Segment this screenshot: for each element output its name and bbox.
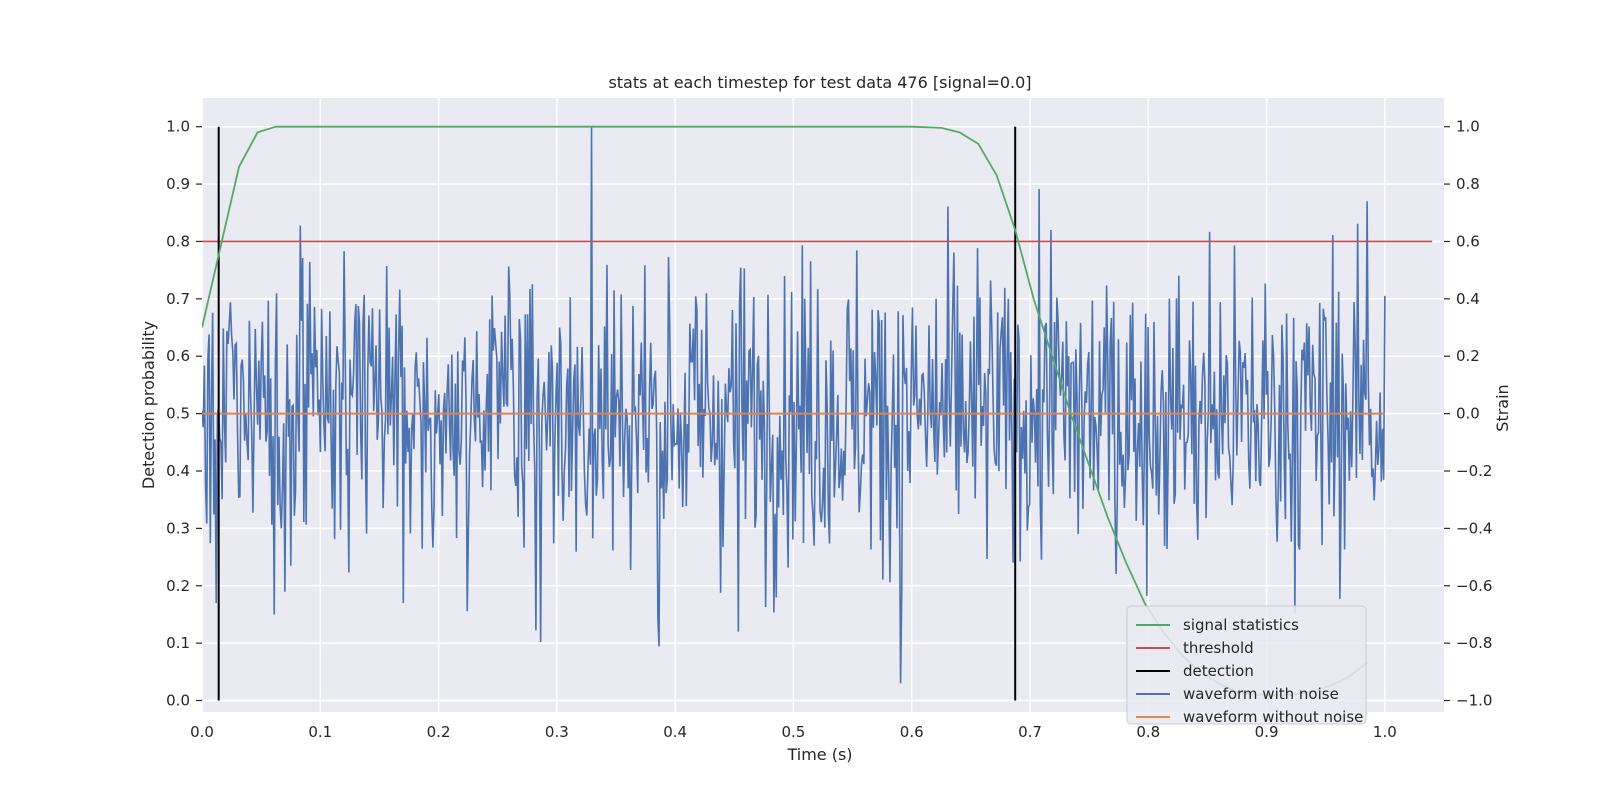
y-tick-label: 0.5 xyxy=(166,405,190,423)
y-tick-label: 0.0 xyxy=(166,692,190,710)
y2-tick-label: 0.8 xyxy=(1456,175,1480,193)
y2-tick-label: 0.6 xyxy=(1456,232,1480,250)
y2-tick-label: 1.0 xyxy=(1456,118,1480,136)
x-tick-label: 0.7 xyxy=(1018,723,1042,741)
y-tick-label: 0.2 xyxy=(166,577,190,595)
x-tick-label: 0.8 xyxy=(1136,723,1160,741)
y2-tick-label: 0.4 xyxy=(1456,290,1480,308)
legend: signal statistics threshold detection wavef… xyxy=(1126,605,1367,726)
x-tick-label: 0.6 xyxy=(900,723,924,741)
y2-tick-label: −0.4 xyxy=(1456,519,1492,537)
x-tick-label: 0.2 xyxy=(427,723,451,741)
y2-tick-label: 0.2 xyxy=(1456,347,1480,365)
y-tick-label: 0.9 xyxy=(166,175,190,193)
x-tick-label: 0.3 xyxy=(545,723,569,741)
x-tick-label: 0.9 xyxy=(1255,723,1279,741)
legend-entry-label: waveform with noise xyxy=(1183,685,1339,703)
y2-tick-label: −0.8 xyxy=(1456,634,1492,652)
x-tick-label: 0.5 xyxy=(781,723,805,741)
y-tick-label: 0.6 xyxy=(166,347,190,365)
x-tick-label: 0.1 xyxy=(308,723,332,741)
series-waveform-with-noise xyxy=(202,126,1386,684)
legend-entry-label: waveform without noise xyxy=(1183,708,1363,726)
x-tick-label: 1.0 xyxy=(1373,723,1397,741)
y2-tick-label: −1.0 xyxy=(1456,692,1492,710)
x-tick-label: 0.4 xyxy=(663,723,687,741)
y-tick-label: 0.3 xyxy=(166,519,190,537)
y-tick-label: 0.1 xyxy=(166,634,190,652)
legend-entry-label: threshold xyxy=(1183,639,1254,657)
y2-axis-label: Strain xyxy=(1493,384,1512,431)
y-tick-label: 0.7 xyxy=(166,290,190,308)
legend-entry-label: detection xyxy=(1183,662,1254,680)
y2-tick-label: 0.0 xyxy=(1456,405,1480,423)
y-axis-label: Detection probability xyxy=(139,321,158,489)
legend-entry-label: signal statistics xyxy=(1183,616,1299,634)
y-tick-label: 0.8 xyxy=(166,232,190,250)
x-tick-label: 0.0 xyxy=(190,723,214,741)
legend-box xyxy=(1126,605,1367,725)
y2-tick-label: −0.2 xyxy=(1456,462,1492,480)
chart-title: stats at each timestep for test data 476… xyxy=(608,73,1031,92)
y-tick-label: 0.4 xyxy=(166,462,190,480)
y-tick-label: 1.0 xyxy=(166,118,190,136)
x-axis-label: Time (s) xyxy=(786,745,852,764)
ticks: 0.0 0.1 0.2 0.3 0.4 0.5 0.6 0.7 0.8 0.9 1.0 0.0 0.1 0… xyxy=(166,118,1492,741)
y2-tick-label: −0.6 xyxy=(1456,577,1492,595)
